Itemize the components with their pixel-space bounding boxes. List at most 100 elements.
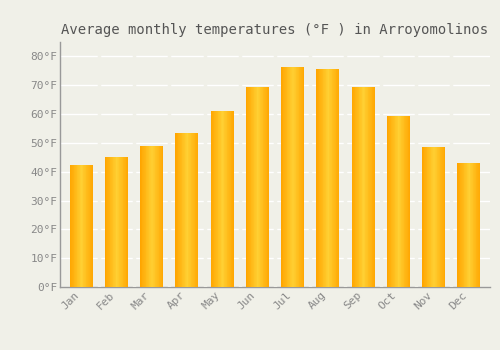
Bar <box>85 164 86 287</box>
Bar <box>285 66 286 287</box>
Bar <box>112 157 114 287</box>
Bar <box>228 111 229 287</box>
Bar <box>253 87 254 287</box>
Bar <box>284 66 285 287</box>
Bar <box>70 164 71 287</box>
Bar <box>256 87 258 287</box>
Bar <box>478 163 479 287</box>
Bar <box>404 116 405 287</box>
Bar <box>430 147 432 287</box>
Bar <box>298 66 300 287</box>
Bar <box>332 69 333 287</box>
Bar <box>327 69 328 287</box>
Bar <box>157 146 158 287</box>
Bar <box>317 69 318 287</box>
Bar <box>79 164 80 287</box>
Bar <box>466 163 468 287</box>
Bar <box>268 87 269 287</box>
Bar <box>440 147 441 287</box>
Bar <box>472 163 474 287</box>
Bar <box>396 116 397 287</box>
Bar <box>433 147 434 287</box>
Bar <box>422 147 423 287</box>
Bar <box>213 111 214 287</box>
Bar <box>88 164 89 287</box>
Bar <box>444 147 445 287</box>
Bar <box>82 164 84 287</box>
Bar <box>321 69 322 287</box>
Bar <box>84 164 85 287</box>
Bar <box>81 164 82 287</box>
Bar <box>121 157 122 287</box>
Bar <box>406 116 407 287</box>
Bar <box>107 157 108 287</box>
Bar <box>370 87 371 287</box>
Bar <box>249 87 250 287</box>
Bar <box>429 147 430 287</box>
Bar <box>324 69 325 287</box>
Bar <box>290 66 291 287</box>
Bar <box>248 87 249 287</box>
Bar <box>193 133 194 287</box>
Bar <box>264 87 265 287</box>
Bar <box>465 163 466 287</box>
Bar <box>474 163 475 287</box>
Bar <box>246 87 248 287</box>
Bar <box>442 147 443 287</box>
Bar <box>124 157 125 287</box>
Bar <box>145 146 146 287</box>
Bar <box>360 87 361 287</box>
Bar <box>316 69 317 287</box>
Bar <box>184 133 186 287</box>
Bar <box>196 133 197 287</box>
Bar <box>71 164 72 287</box>
Bar <box>338 69 340 287</box>
Bar <box>91 164 92 287</box>
Bar <box>212 111 213 287</box>
Bar <box>86 164 88 287</box>
Bar <box>409 116 410 287</box>
Bar <box>388 116 389 287</box>
Bar <box>390 116 392 287</box>
Bar <box>461 163 462 287</box>
Title: Average monthly temperatures (°F ) in Arroyomolinos: Average monthly temperatures (°F ) in Ar… <box>62 23 488 37</box>
Bar <box>439 147 440 287</box>
Bar <box>230 111 232 287</box>
Bar <box>436 147 438 287</box>
Bar <box>222 111 223 287</box>
Bar <box>392 116 393 287</box>
Bar <box>296 66 297 287</box>
Bar <box>353 87 354 287</box>
Bar <box>127 157 128 287</box>
Bar <box>366 87 367 287</box>
Bar <box>399 116 400 287</box>
Bar <box>320 69 321 287</box>
Bar <box>261 87 262 287</box>
Bar <box>387 116 388 287</box>
Bar <box>197 133 198 287</box>
Bar <box>258 87 259 287</box>
Bar <box>428 147 429 287</box>
Bar <box>80 164 81 287</box>
Bar <box>179 133 180 287</box>
Bar <box>389 116 390 287</box>
Bar <box>229 111 230 287</box>
Bar <box>194 133 196 287</box>
Bar <box>363 87 364 287</box>
Bar <box>189 133 190 287</box>
Bar <box>286 66 288 287</box>
Bar <box>188 133 189 287</box>
Bar <box>328 69 330 287</box>
Bar <box>330 69 331 287</box>
Bar <box>156 146 157 287</box>
Bar <box>262 87 264 287</box>
Bar <box>371 87 372 287</box>
Bar <box>333 69 334 287</box>
Bar <box>146 146 147 287</box>
Bar <box>326 69 327 287</box>
Bar <box>398 116 399 287</box>
Bar <box>182 133 183 287</box>
Bar <box>141 146 142 287</box>
Bar <box>394 116 396 287</box>
Bar <box>464 163 465 287</box>
